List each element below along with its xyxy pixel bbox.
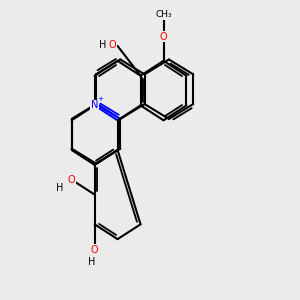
Text: +: + xyxy=(98,96,103,102)
Text: O: O xyxy=(109,40,116,50)
Text: O: O xyxy=(91,245,98,255)
Text: H: H xyxy=(88,257,96,267)
Text: H: H xyxy=(99,40,106,50)
Text: O: O xyxy=(160,32,167,41)
Text: CH₃: CH₃ xyxy=(155,11,172,20)
Text: N: N xyxy=(91,100,98,110)
Text: O: O xyxy=(68,175,76,185)
Text: H: H xyxy=(56,183,63,193)
